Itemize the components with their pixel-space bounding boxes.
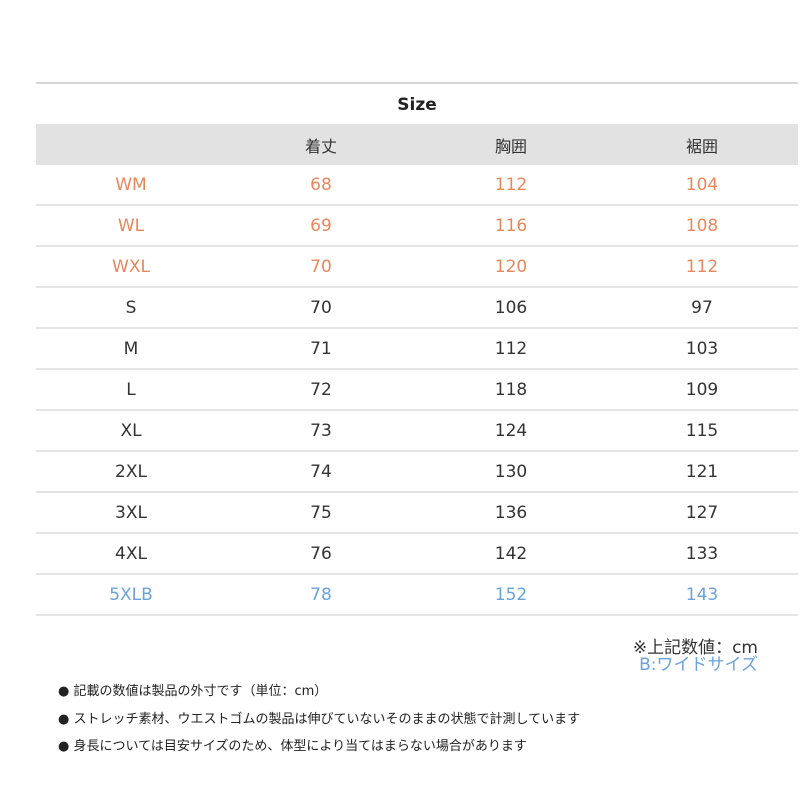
value-cell: 115: [606, 410, 798, 452]
size-cell: L: [36, 369, 226, 411]
value-cell: 70: [226, 287, 416, 329]
table-row: 4XL 76 142 133: [36, 533, 798, 575]
value-cell: 104: [606, 165, 798, 206]
header-row: 着丈 胸囲 裾囲: [36, 124, 798, 165]
size-cell: 3XL: [36, 492, 226, 534]
size-cell: 5XLB: [36, 574, 226, 616]
table-row: 2XL 74 130 121: [36, 451, 798, 493]
value-cell: 130: [416, 451, 606, 493]
table-title: Size: [397, 95, 437, 115]
header-cell: [36, 124, 226, 165]
value-cell: 120: [416, 246, 606, 288]
value-cell: 68: [226, 165, 416, 206]
value-cell: 75: [226, 492, 416, 534]
value-cell: 78: [226, 574, 416, 616]
header-cell: 着丈: [226, 124, 416, 165]
value-cell: 116: [416, 205, 606, 247]
value-cell: 76: [226, 533, 416, 575]
value-cell: 108: [606, 205, 798, 247]
size-table: 着丈 胸囲 裾囲 WM 68 112 104 WL 69 116 108 WXL 70 120 112…: [36, 124, 798, 616]
notes-list: ● 記載の数値は製品の外寸です（単位：cm） ● ストレッチ素材、ウエストゴムの…: [58, 680, 580, 763]
value-cell: 71: [226, 328, 416, 370]
wide-size-note: B:ワイドサイズ: [639, 655, 758, 675]
value-cell: 118: [416, 369, 606, 411]
value-cell: 133: [606, 533, 798, 575]
size-cell: XL: [36, 410, 226, 452]
value-cell: 127: [606, 492, 798, 534]
table-row: WL 69 116 108: [36, 205, 798, 247]
value-cell: 112: [416, 328, 606, 370]
value-cell: 143: [606, 574, 798, 616]
value-cell: 112: [416, 165, 606, 206]
table-row: S 70 106 97: [36, 287, 798, 329]
size-cell: WXL: [36, 246, 226, 288]
size-cell: 2XL: [36, 451, 226, 493]
value-cell: 152: [416, 574, 606, 616]
header-cell: 裾囲: [606, 124, 798, 165]
table-row: XL 73 124 115: [36, 410, 798, 452]
value-cell: 142: [416, 533, 606, 575]
header-cell: 胸囲: [416, 124, 606, 165]
top-divider: [36, 82, 798, 84]
value-cell: 106: [416, 287, 606, 329]
note-item: ● ストレッチ素材、ウエストゴムの製品は伸びていないそのままの状態で計測していま…: [58, 711, 581, 727]
value-cell: 70: [226, 246, 416, 288]
unit-note: ※上記数値：cm: [632, 638, 758, 658]
value-cell: 73: [226, 410, 416, 452]
size-cell: 4XL: [36, 533, 226, 575]
value-cell: 136: [416, 492, 606, 534]
table-row: WM 68 112 104: [36, 165, 798, 206]
size-cell: WM: [36, 165, 226, 206]
size-cell: WL: [36, 205, 226, 247]
value-cell: 72: [226, 369, 416, 411]
size-cell: M: [36, 328, 226, 370]
note-item: ● 身長については目安サイズのため、体型により当てはまらない場合があります: [58, 739, 527, 754]
value-cell: 69: [226, 205, 416, 247]
value-cell: 103: [606, 328, 798, 370]
table-row: 3XL 75 136 127: [36, 492, 798, 534]
value-cell: 97: [606, 287, 798, 329]
note-item: ● 記載の数値は製品の外寸です（単位：cm）: [58, 684, 328, 699]
value-cell: 121: [606, 451, 798, 493]
value-cell: 74: [226, 451, 416, 493]
table-row: M 71 112 103: [36, 328, 798, 370]
table-row: WXL 70 120 112: [36, 246, 798, 288]
size-cell: S: [36, 287, 226, 329]
value-cell: 124: [416, 410, 606, 452]
table-row: L 72 118 109: [36, 369, 798, 411]
value-cell: 112: [606, 246, 798, 288]
table-row: 5XLB 78 152 143: [36, 574, 798, 616]
value-cell: 109: [606, 369, 798, 411]
